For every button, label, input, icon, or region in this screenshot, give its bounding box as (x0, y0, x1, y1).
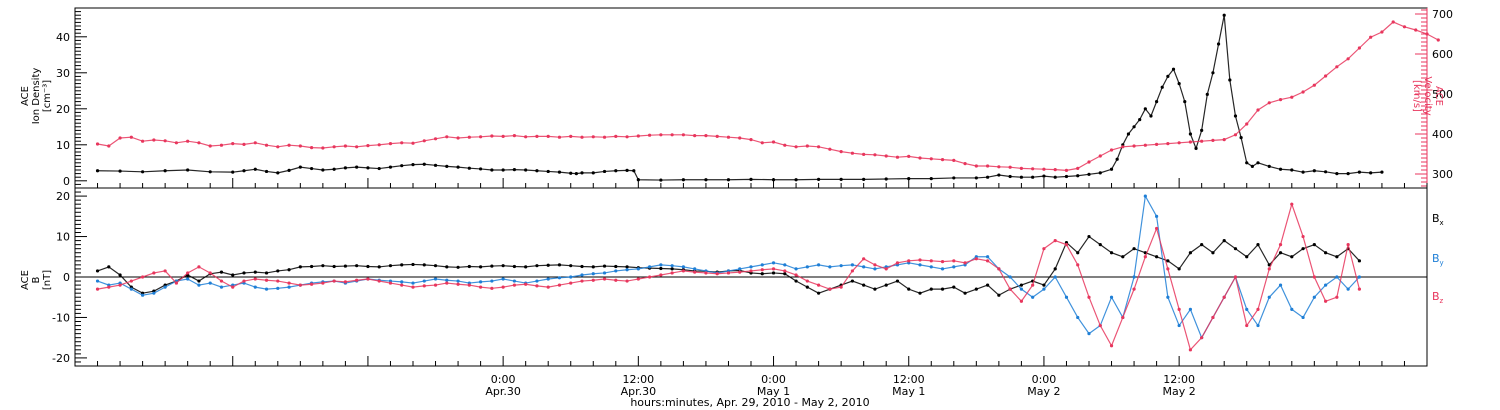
x-tick-label-time: 0:00 (1032, 373, 1057, 386)
legend-by: By (1432, 252, 1444, 267)
top-left-tick-label: 0 (63, 175, 70, 188)
x-tick-label-date: Apr.30 (485, 385, 521, 398)
x-tick-label-date: May 2 (1027, 385, 1060, 398)
top-left-ylabel-line1: ACE (20, 86, 31, 106)
top-right-ylabel-line1: ACE (1433, 86, 1444, 106)
bottom-tick-label: -20 (52, 352, 70, 365)
density-trace (97, 15, 1382, 181)
bottom-left-ylabel-line2: B (31, 276, 42, 283)
top-left-tick-label: 10 (56, 139, 70, 152)
velocity-trace (97, 21, 1439, 172)
by-trace (97, 194, 1360, 340)
top-right-tick-label: 600 (1432, 48, 1453, 61)
bottom-tick-label: 20 (56, 190, 70, 203)
x-axis-title: hours:minutes, Apr. 29, 2010 - May 2, 20… (630, 396, 869, 409)
bx-trace (97, 235, 1360, 296)
top-right-tick-label: 500 (1432, 88, 1453, 101)
x-tick-label-time: 0:00 (761, 373, 786, 386)
bottom-tick-label: 10 (56, 231, 70, 244)
x-tick-label-date: May 1 (757, 385, 790, 398)
x-tick-label-date: May 1 (892, 385, 925, 398)
bottom-panel: -20 -10 0 10 20 (52, 187, 1428, 367)
x-tick-label-time: 0:00 (491, 373, 516, 386)
legend-bz: Bz (1432, 290, 1444, 305)
bottom-left-ylabel-line3: [nT] (42, 270, 53, 290)
top-right-tick-label: 400 (1432, 128, 1453, 141)
top-left-ylabel-line3: [cm⁻³] (42, 80, 53, 112)
bottom-tick-label: 0 (63, 271, 70, 284)
top-panel-frame (74, 7, 1428, 189)
top-panel: 0 10 20 30 40 300 400 500 600 700 (56, 7, 1453, 189)
bottom-tick-label: -10 (52, 311, 70, 324)
bz-trace (97, 202, 1360, 352)
top-left-tick-label: 20 (56, 103, 70, 116)
top-right-ylabel-line3: [km/s] (1411, 80, 1422, 112)
top-left-tick-label: 40 (56, 31, 70, 44)
top-right-tick-label: 300 (1432, 168, 1453, 181)
x-tick-label-date: Apr.30 (621, 385, 657, 398)
x-tick-label-time: 12:00 (893, 373, 925, 386)
legend: Bx By Bz (1432, 212, 1444, 305)
x-tick-label-time: 12:00 (622, 373, 654, 386)
legend-bx: Bx (1432, 212, 1444, 227)
top-left-tick-label: 30 (56, 67, 70, 80)
top-right-ylabel-line2: Velocity (1422, 76, 1433, 115)
top-right-tick-label: 700 (1432, 8, 1453, 21)
x-tick-label-date: May 2 (1163, 385, 1196, 398)
top-left-ylabel-line2: Ion Density (31, 68, 42, 125)
bottom-left-ylabel-line1: ACE (20, 270, 31, 290)
x-tick-label-time: 12:00 (1163, 373, 1195, 386)
